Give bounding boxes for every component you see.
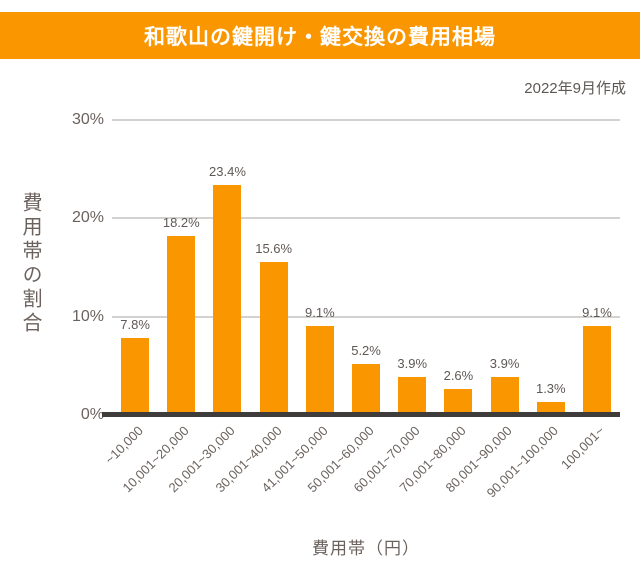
bar-value-label: 7.8% <box>120 317 150 333</box>
bar-value-label: 5.2% <box>351 342 381 358</box>
y-axis-title: 費用帯の割合 <box>19 192 41 336</box>
bar-value-label: 3.9% <box>397 355 428 371</box>
bar-group: 9.1% 41,001~50,000 <box>258 120 343 496</box>
x-axis-line <box>102 412 620 417</box>
gridline <box>112 119 620 121</box>
created-date-label: 2022年9月作成 <box>524 80 626 97</box>
bar-group: 2.6% 70,001~80,000 <box>397 120 481 495</box>
bar-value-label: 15.6% <box>255 240 293 256</box>
bar-value-label: 9.1% <box>305 304 335 320</box>
bar-group: 9.1% 100,001~ <box>558 120 620 473</box>
gridline <box>112 217 620 220</box>
bar-group: 15.6% 30,001~40,000 <box>212 120 297 496</box>
bar <box>398 376 427 415</box>
bar-group: 3.9% 80,001~90,000 <box>443 120 528 496</box>
bar-value-label: 23.4% <box>209 163 246 179</box>
bar-group: 3.9% 60,001~70,000 <box>351 120 435 496</box>
y-tick-label: 20% <box>71 209 104 227</box>
bar <box>167 236 196 415</box>
bar <box>305 325 334 415</box>
bar-value-label: 1.3% <box>535 381 566 397</box>
bar-group: 23.4% 20,001~30,000 <box>166 120 250 495</box>
plot-area: 7.8% ~10,000 18.2% 10,001~20,000 23.4% 20,001… <box>102 119 620 500</box>
bar <box>536 402 565 415</box>
bar-group: 1.3% 90,001~100,000 <box>484 120 574 500</box>
bar <box>259 261 288 415</box>
bar <box>121 338 150 415</box>
bar-group: 18.2% 10,001~20,000 <box>120 120 204 495</box>
bar-group: 5.2% 50,001~60,000 <box>304 120 389 495</box>
chart-title-banner: 和歌山の鍵開け・鍵交換の費用相場 <box>0 12 640 59</box>
bars-layer: 7.8% ~10,000 18.2% 10,001~20,000 23.4% 20,001… <box>102 120 620 500</box>
bar <box>352 363 381 415</box>
bar <box>490 376 519 415</box>
bar <box>582 325 611 415</box>
y-tick-label: 10% <box>71 307 104 325</box>
gridline <box>112 315 620 318</box>
bar-value-label: 2.6% <box>443 368 474 384</box>
chart-title: 和歌山の鍵開け・鍵交換の費用相場 <box>144 25 496 49</box>
y-tick-label: 30% <box>71 111 104 128</box>
bar-group: 7.8% ~10,000 <box>102 120 158 467</box>
bar-value-label: 9.1% <box>582 304 612 320</box>
bar-value-label: 3.9% <box>489 355 520 371</box>
bar <box>213 184 242 415</box>
bar-value-label: 18.2% <box>162 215 200 231</box>
x-axis-title: 費用帯（円） <box>312 539 420 558</box>
y-axis-tick-labels: 0% 10% 20% 30% <box>0 111 104 423</box>
x-tick-label: 100,001~ <box>558 423 608 473</box>
y-tick-label: 0% <box>80 406 104 423</box>
x-tick-label: ~10,000 <box>101 423 146 468</box>
bar <box>444 389 473 415</box>
